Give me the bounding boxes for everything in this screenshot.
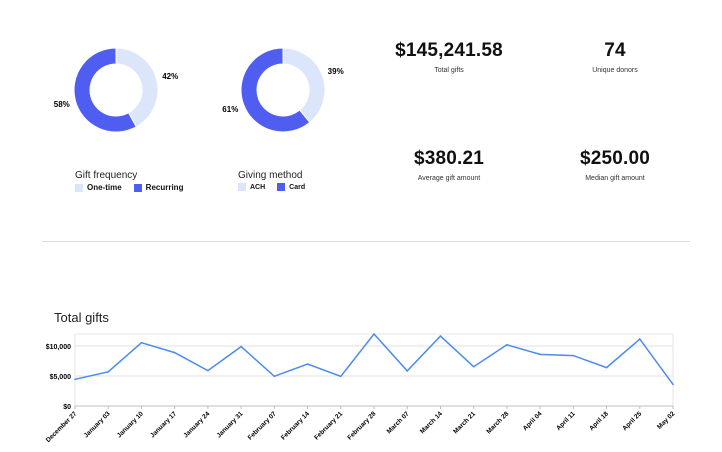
x-tick-label: March 14	[419, 410, 444, 435]
x-tick-label: February 28	[346, 410, 377, 441]
data-point	[373, 333, 375, 335]
stat-value: $250.00	[579, 148, 651, 169]
data-point	[173, 351, 176, 354]
x-tick-label: January 31	[216, 410, 245, 439]
data-point	[207, 369, 209, 372]
donut-slice-recurring	[73, 47, 137, 133]
stat-total-gifts: $145,241.58 Total gifts	[349, 40, 549, 74]
x-tick-label: April 04	[522, 410, 544, 432]
data-point	[273, 375, 276, 378]
gift-frequency-title: Gift frequency	[75, 170, 138, 181]
y-tick-label: $0	[63, 404, 71, 411]
legend-ach: ACH	[250, 183, 266, 191]
data-point	[140, 341, 143, 344]
data-point	[240, 345, 242, 348]
data-point	[638, 338, 641, 340]
x-tick-label: April 11	[555, 410, 577, 432]
data-point	[339, 375, 342, 378]
x-tick-label: March 28	[485, 410, 510, 435]
stat-label: Average gift amount	[417, 175, 481, 182]
data-point	[74, 378, 76, 381]
ach-swatch	[238, 183, 246, 191]
stat-label: Unique donors	[592, 67, 638, 74]
x-tick-label: April 25	[621, 410, 643, 432]
legend-card: Card	[289, 183, 306, 191]
x-tick-label: April 18	[588, 410, 610, 432]
donut-label: 58%	[54, 100, 70, 109]
giving-method-title: Giving method	[238, 170, 303, 181]
line-chart-title: Total gifts	[54, 310, 109, 325]
x-tick-label: January 24	[182, 410, 211, 439]
x-tick-label: March 07	[386, 410, 411, 435]
data-point	[107, 371, 110, 373]
data-point	[539, 353, 541, 356]
legend-one-time: One-time	[87, 183, 122, 192]
stat-label: Total gifts	[434, 67, 464, 74]
legend-recurring: Recurring	[145, 183, 184, 192]
x-tick-label: January 10	[116, 410, 145, 439]
data-point	[672, 383, 674, 386]
donut-slice-card	[240, 47, 311, 133]
donut-label: 42%	[162, 72, 178, 81]
data-point	[472, 365, 475, 368]
donut-label: 39%	[328, 67, 344, 76]
recurring-swatch	[133, 183, 142, 192]
stat-average-gift: $380.21 Average gift amount	[349, 148, 549, 182]
stat-median-gift: $250.00 Median gift amount	[515, 148, 715, 182]
gift-frequency-legend: One-time Recurring	[75, 183, 183, 192]
card-swatch	[277, 183, 286, 191]
data-point	[572, 354, 575, 357]
x-tick-label: March 21	[452, 410, 477, 435]
donut-slice-ach	[282, 47, 326, 124]
section-divider	[42, 241, 690, 242]
series-line	[74, 332, 674, 385]
data-point	[605, 366, 608, 369]
x-tick-label: February 21	[313, 410, 344, 441]
x-tick-label: May 02	[656, 410, 677, 431]
x-tick-label: February 07	[247, 410, 278, 441]
donut-charts: 42% 58% 39% 61%	[54, 47, 344, 133]
x-tick-label: December 27	[45, 410, 79, 444]
one-time-swatch	[75, 183, 83, 192]
giving-method-legend: ACH Card	[238, 183, 305, 191]
data-point	[439, 335, 442, 337]
plot-frame	[74, 333, 674, 407]
x-tick-label: January 17	[149, 410, 178, 439]
stat-value: $145,241.58	[395, 40, 503, 61]
stat-label: Median gift amount	[585, 175, 645, 182]
data-point	[306, 363, 309, 365]
stat-value: $380.21	[413, 148, 485, 169]
donut-label: 61%	[222, 105, 238, 114]
data-point	[406, 370, 409, 372]
stat-value: 74	[604, 40, 626, 61]
data-point	[506, 344, 508, 346]
y-tick-label: $10,000	[46, 344, 71, 351]
stat-unique-donors: 74 Unique donors	[515, 40, 715, 74]
x-tick-label: February 14	[280, 410, 311, 441]
x-tick-label: January 03	[83, 410, 112, 439]
y-tick-label: $5,000	[50, 374, 72, 381]
